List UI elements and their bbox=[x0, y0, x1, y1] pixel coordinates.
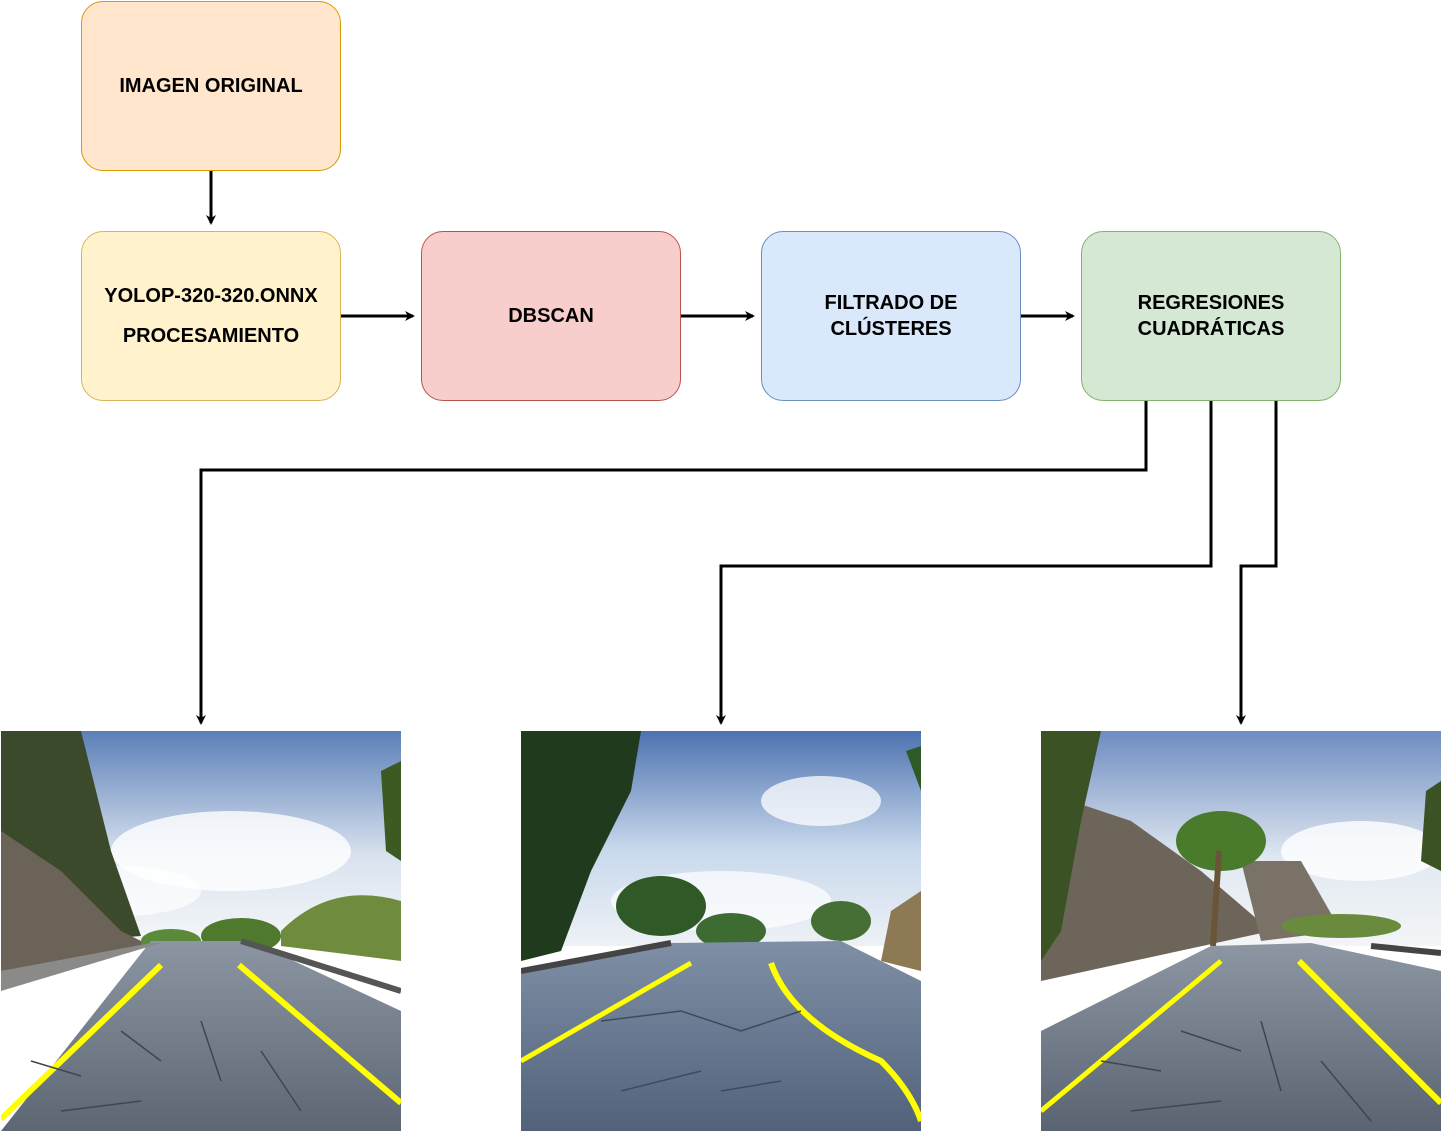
node-label-line1: YOLOP-320-320.ONNX bbox=[104, 285, 318, 307]
edge-regresiones-image-3 bbox=[1236, 401, 1278, 725]
node-regresiones-cuadraticas: REGRESIONES CUADRÁTICAS bbox=[1081, 231, 1341, 401]
node-label-line2: PROCESAMIENTO bbox=[122, 325, 300, 347]
edge-regresiones-image-2 bbox=[716, 401, 1213, 725]
node-filtrado-clusteres: FILTRADO DE CLÚSTERES bbox=[761, 231, 1021, 401]
node-label-line2: CUADRÁTICAS bbox=[1137, 318, 1285, 340]
node-label: IMAGEN ORIGINAL bbox=[119, 75, 303, 97]
edge-regresiones-image-1 bbox=[196, 401, 1148, 725]
node-imagen-original: IMAGEN ORIGINAL bbox=[81, 1, 341, 171]
node-label-line2: CLÚSTERES bbox=[830, 318, 952, 340]
node-yolop: YOLOP-320-320.ONNX PROCESAMIENTO bbox=[81, 231, 341, 401]
result-image-2 bbox=[521, 731, 921, 1131]
result-image-3 bbox=[1041, 731, 1441, 1131]
node-label-line1: FILTRADO DE bbox=[824, 292, 958, 314]
node-dbscan: DBSCAN bbox=[421, 231, 681, 401]
result-image-1 bbox=[1, 731, 401, 1131]
node-label-line1: REGRESIONES bbox=[1137, 292, 1285, 314]
node-label: DBSCAN bbox=[508, 305, 594, 327]
